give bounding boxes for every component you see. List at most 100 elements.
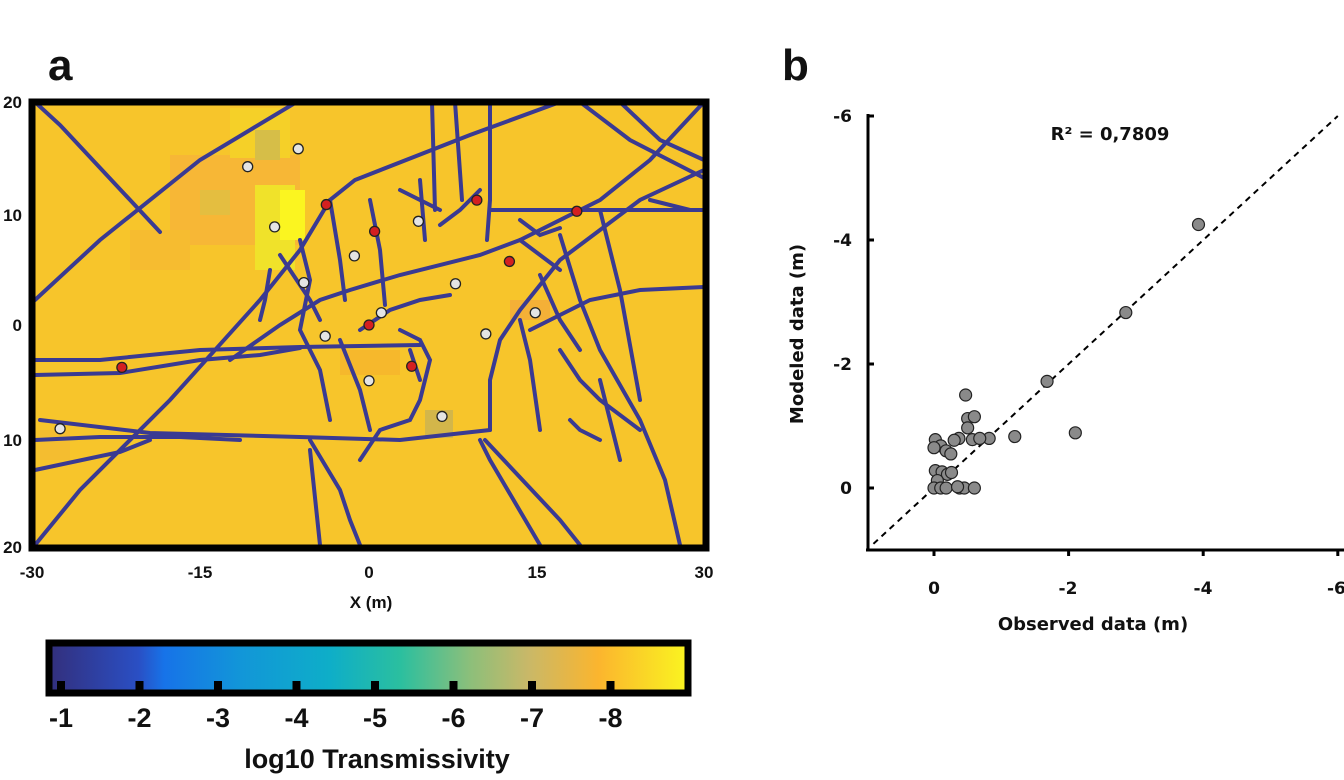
x-tick-label: -4 — [1194, 579, 1213, 599]
fracture-line — [578, 102, 706, 180]
scatter-point — [1119, 305, 1133, 320]
fracture-line — [485, 102, 492, 242]
observation-point-red — [471, 194, 483, 206]
colorbar-tick-label: -6 — [441, 703, 465, 733]
colorbar-tick — [449, 681, 458, 690]
scatter-point — [959, 388, 973, 402]
fracture-line — [483, 438, 582, 547]
colorbar-tick — [214, 681, 222, 690]
colorbar-tick — [371, 681, 379, 690]
fracture-line — [453, 102, 464, 202]
colorbar-tick-label: -3 — [206, 703, 230, 733]
observation-point-white — [268, 221, 281, 233]
x-tick-label: -15 — [188, 563, 213, 582]
y-tick-label: 10 — [3, 206, 22, 225]
fracture-line — [398, 188, 442, 212]
observation-point-red — [368, 225, 381, 237]
y-tick-label: 20 — [3, 538, 22, 557]
colorbar-tick-label: -4 — [284, 703, 308, 733]
scatter-point — [961, 421, 975, 435]
panel-b-letter: b — [782, 41, 809, 90]
x-axis-label: X (m) — [350, 593, 393, 612]
observation-point-white — [54, 423, 66, 435]
scatter-plot: -6 -4 -2 0 0 -2 -4 -6 Observed data (m) … — [787, 107, 1344, 635]
x-tick-label: 0 — [364, 563, 373, 582]
y-tick-label: -6 — [833, 107, 852, 127]
observation-point-white — [363, 375, 375, 387]
scatter-points — [927, 217, 1206, 495]
colorbar-tick-label: -8 — [598, 703, 622, 733]
scatter-point — [1191, 217, 1206, 232]
fracture-line — [33, 346, 302, 377]
fracture-line — [518, 238, 562, 272]
colorbar-tick — [528, 681, 536, 690]
observation-point-red — [363, 319, 375, 331]
scatter-point — [1068, 426, 1082, 440]
fracture-line — [418, 178, 427, 242]
x-tick-label: -2 — [1059, 579, 1078, 599]
colorbar-tick-label: -1 — [49, 703, 73, 733]
x-tick-label: 0 — [928, 579, 940, 599]
x-tick-label: 30 — [695, 563, 714, 582]
colorbar-tick-label: -5 — [363, 703, 387, 733]
fracture-line — [38, 418, 492, 443]
heat-cell — [280, 190, 305, 240]
fracture-line — [558, 348, 642, 432]
fracture-line — [297, 238, 332, 422]
colorbar-tick — [57, 681, 65, 690]
fracture-line — [33, 438, 152, 472]
observation-point-white — [436, 410, 448, 423]
observation-point-white — [449, 278, 462, 290]
observation-point-white — [319, 330, 331, 342]
observation-point-white — [529, 307, 541, 319]
fracture-line — [558, 233, 682, 547]
y-tick-label: 20 — [3, 93, 22, 112]
scatter-point — [1040, 374, 1054, 388]
y-tick-label: -4 — [833, 231, 852, 251]
colorbar-tick — [606, 681, 615, 690]
observation-point-red — [503, 255, 516, 268]
y-tick-label: 0 — [13, 316, 22, 335]
colorbar-tick-label: -7 — [520, 703, 544, 733]
x-tick-label: -30 — [20, 563, 45, 582]
axis-ticks — [868, 114, 1340, 556]
fracture-line — [228, 102, 706, 362]
scatter-point — [967, 481, 981, 495]
y-axis-label: Modeled data (m) — [787, 244, 808, 424]
heat-cell — [40, 430, 70, 460]
fracture-line — [308, 448, 322, 547]
fracture-line — [33, 343, 422, 362]
scatter-point — [1008, 429, 1022, 444]
observation-point-red — [320, 198, 332, 211]
fracture-line — [618, 102, 706, 162]
fracture-line — [33, 102, 301, 302]
fracture-line — [278, 253, 322, 322]
observation-point-white — [375, 307, 388, 319]
colorbar-tick — [135, 681, 144, 690]
y-tick-label: -2 — [833, 355, 852, 375]
heatmap-patches — [40, 108, 550, 460]
fracture-line — [430, 102, 437, 212]
fracture-line — [368, 198, 387, 307]
scatter-point — [950, 480, 965, 494]
fracture-line — [478, 438, 542, 547]
observation-point-red — [406, 360, 418, 372]
scatter-point — [944, 465, 959, 480]
colorbar — [45, 639, 692, 697]
colorbar-ticks — [57, 681, 615, 690]
r-squared-annotation: R² = 0,7809 — [1051, 124, 1170, 145]
scatter-point — [967, 410, 981, 424]
observation-point-white — [298, 276, 310, 289]
observation-points — [54, 143, 583, 435]
observation-point-red — [571, 205, 583, 217]
x-tick-label: -6 — [1327, 579, 1344, 599]
scatter-point — [947, 433, 961, 447]
fracture-line — [518, 318, 542, 432]
fracture-line — [358, 293, 452, 332]
heat-cell — [130, 230, 190, 270]
y-tick-label: 10 — [3, 431, 22, 450]
colorbar-tick-label: -2 — [127, 703, 151, 733]
fracture-line — [528, 285, 706, 332]
fracture-line — [338, 338, 372, 432]
fracture-line — [358, 328, 433, 462]
